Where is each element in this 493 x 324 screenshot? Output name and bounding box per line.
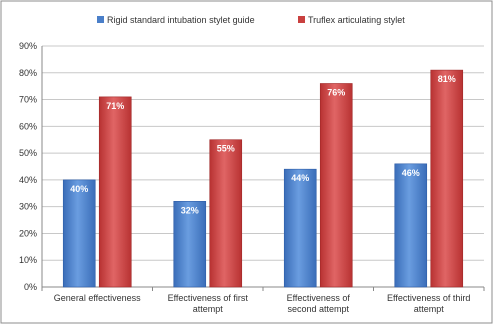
data-label: 44% <box>291 173 309 183</box>
x-category-label: General effectiveness <box>54 293 141 303</box>
data-label: 32% <box>181 205 199 215</box>
y-tick-label: 70% <box>19 95 37 105</box>
x-category-label: Effectiveness of second attempt <box>287 293 351 314</box>
data-label: 71% <box>106 101 124 111</box>
data-label: 46% <box>402 168 420 178</box>
axes: 0% 10% 20% 30% 40% 50% 60% 70% 80% 90% General eff… <box>19 41 485 314</box>
legend-swatch-truflex <box>298 16 305 23</box>
y-tick-label: 20% <box>19 228 37 238</box>
bars <box>62 69 464 288</box>
data-labels: 40% 71% 32% 55% 44% 76% 46% 81% <box>70 74 456 215</box>
y-tick-label: 60% <box>19 121 37 131</box>
bar-rigid <box>62 179 96 288</box>
data-label: 81% <box>438 74 456 84</box>
y-tick-label: 80% <box>19 68 37 78</box>
y-tick-label: 10% <box>19 255 37 265</box>
legend: Rigid standard intubation stylet guide Tr… <box>97 15 405 25</box>
bar-truflex <box>209 139 243 288</box>
legend-label-truflex: Truflex articulating stylet <box>308 15 405 25</box>
x-category-label: Effectiveness of third attempt <box>387 293 470 314</box>
y-tick-label: 40% <box>19 175 37 185</box>
bar-truflex <box>98 96 132 288</box>
legend-swatch-rigid <box>97 16 104 23</box>
bar-truflex <box>319 83 353 288</box>
y-tick-label: 30% <box>19 202 37 212</box>
bar-rigid <box>283 168 317 288</box>
data-label: 55% <box>217 144 235 154</box>
bar-rigid <box>173 201 207 288</box>
data-label: 76% <box>327 87 345 97</box>
y-tick-label: 50% <box>19 148 37 158</box>
x-category-label: Effectiveness of first attempt <box>168 293 249 314</box>
bar-truflex <box>430 69 464 288</box>
bar-rigid <box>394 163 428 288</box>
y-tick-label: 90% <box>19 41 37 51</box>
y-tick-label: 0% <box>24 282 37 292</box>
legend-label-rigid: Rigid standard intubation stylet guide <box>107 15 255 25</box>
data-label: 40% <box>70 184 88 194</box>
